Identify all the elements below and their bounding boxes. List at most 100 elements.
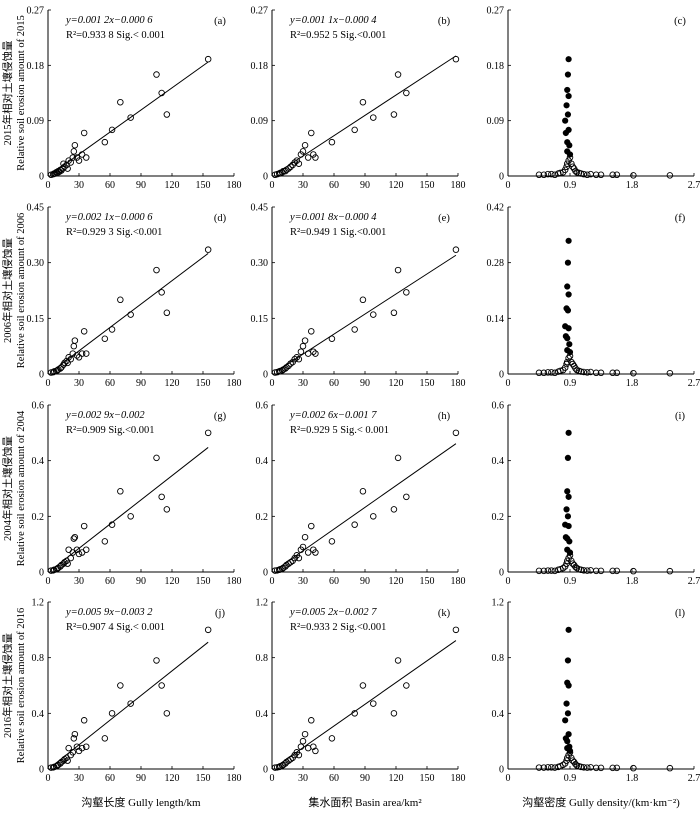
data-point <box>78 350 86 357</box>
x-tick-label: 0 <box>506 378 511 389</box>
data-point <box>158 289 165 296</box>
data-point <box>67 355 74 363</box>
data-point <box>80 522 88 530</box>
data-point-filled <box>564 283 571 290</box>
regression-equation: y=0.002 9x−0.002 <box>65 410 145 421</box>
data-point <box>583 369 591 376</box>
data-point <box>609 171 616 179</box>
data-point <box>609 764 616 772</box>
data-point <box>312 350 319 357</box>
data-point <box>403 89 410 97</box>
data-point-filled <box>563 506 570 513</box>
panel-k: 0 30 60 90 120 150 180 0 0.4 0.8 1.2 (k) y=0.005 2x−… <box>256 598 466 785</box>
data-point <box>65 744 72 752</box>
regression-equation: y=0.005 9x−0.003 2 <box>65 607 153 618</box>
regression-line <box>276 55 457 174</box>
regression-equation: y=0.001 1x−0.000 4 <box>289 15 377 26</box>
data-point <box>572 760 579 768</box>
x-tick-label: 90 <box>360 576 370 587</box>
r-squared-annotation: R²=0.949 1 Sig.<0.001 <box>290 227 386 238</box>
data-point-filled <box>565 522 572 530</box>
data-point <box>312 747 319 755</box>
data-point <box>108 126 116 134</box>
data-point <box>359 296 367 304</box>
y-tick-label: 0.6 <box>32 401 45 412</box>
row-y-label-cn: 2004年相对土壤侵蚀量 <box>1 436 14 541</box>
data-point <box>592 764 600 772</box>
data-point <box>67 554 74 562</box>
y-tick-label: 1.2 <box>32 598 45 609</box>
data-point-filled <box>565 237 572 244</box>
panel-label: (l) <box>675 608 685 619</box>
data-point-filled <box>563 102 570 109</box>
y-tick-label: 0 <box>263 172 268 183</box>
x-tick-label: 0.9 <box>564 576 577 587</box>
data-point-filled <box>565 325 572 332</box>
data-point <box>80 717 88 724</box>
y-tick-label: 0.18 <box>27 61 45 72</box>
panel-b: 0 30 60 90 120 150 180 0 0.09 0.18 0.27 (b) y=0.001 … <box>251 6 466 192</box>
r-squared-annotation: R²=0.909 Sig.<0.001 <box>66 425 155 436</box>
x-tick-label: 60 <box>329 378 339 389</box>
data-point <box>70 148 78 155</box>
data-point <box>308 717 315 724</box>
data-point <box>75 550 83 558</box>
row-y-label-en: Relative soil erosion amount of 2006 <box>16 213 27 368</box>
data-point <box>394 266 402 274</box>
y-tick-label: 1.2 <box>492 598 505 609</box>
data-point <box>609 567 616 575</box>
data-point-filled <box>562 717 569 724</box>
x-tick-label: 0 <box>46 378 51 389</box>
data-point-filled <box>565 56 572 63</box>
data-point <box>301 730 309 738</box>
data-point <box>78 151 86 158</box>
x-tick-label: 30 <box>74 378 84 389</box>
data-point <box>69 749 77 756</box>
x-tick-label: 120 <box>389 576 404 587</box>
panel-label: (k) <box>438 608 451 619</box>
x-tick-label: 30 <box>298 378 308 389</box>
x-tick-label: 1.8 <box>626 576 639 587</box>
y-tick-label: 0.42 <box>487 203 505 214</box>
regression-equation: y=0.002 1x−0.000 6 <box>65 212 153 223</box>
data-point <box>71 533 79 541</box>
data-point <box>572 563 579 571</box>
data-point <box>280 167 287 175</box>
y-tick-label: 0.09 <box>251 116 269 127</box>
panel-c: 0 0.9 1.8 2.7 0 0.09 0.18 0.27 (c) <box>487 6 700 192</box>
x-tick-label: 180 <box>227 773 242 784</box>
data-point <box>64 560 71 567</box>
x-tick-label: 30 <box>298 773 308 784</box>
data-point <box>403 289 410 296</box>
x-tick-label: 120 <box>389 773 404 784</box>
data-point <box>70 735 78 742</box>
data-point <box>452 246 460 253</box>
data-point <box>299 342 307 350</box>
panel-f: 0 0.9 1.8 2.7 0 0.14 0.28 0.42 (f) <box>487 203 700 390</box>
y-tick-label: 0 <box>39 568 44 579</box>
y-tick-label: 0 <box>39 765 44 776</box>
x-tick-label: 2.7 <box>688 773 700 784</box>
data-point <box>403 493 410 501</box>
y-tick-label: 0.4 <box>256 456 269 467</box>
data-point-filled <box>565 493 572 500</box>
data-point <box>295 355 303 363</box>
data-point-filled <box>562 117 569 124</box>
x-tick-label: 150 <box>196 378 211 389</box>
y-tick-label: 1.2 <box>256 598 269 609</box>
data-point-filled <box>564 71 572 78</box>
x-tick-label: 60 <box>105 378 115 389</box>
y-tick-label: 0 <box>263 765 268 776</box>
y-tick-label: 0.45 <box>27 203 45 214</box>
data-point <box>580 170 588 178</box>
data-point <box>70 535 78 542</box>
row-y-label-cn: 2015年相对土壤侵蚀量 <box>1 40 14 145</box>
data-point <box>370 700 377 707</box>
data-point <box>204 626 212 634</box>
x-tick-label: 2.7 <box>688 180 700 191</box>
data-point <box>328 335 336 342</box>
data-point-filled <box>566 747 574 755</box>
y-tick-label: 0.2 <box>32 512 45 523</box>
data-point <box>158 493 165 501</box>
data-point <box>310 348 317 355</box>
